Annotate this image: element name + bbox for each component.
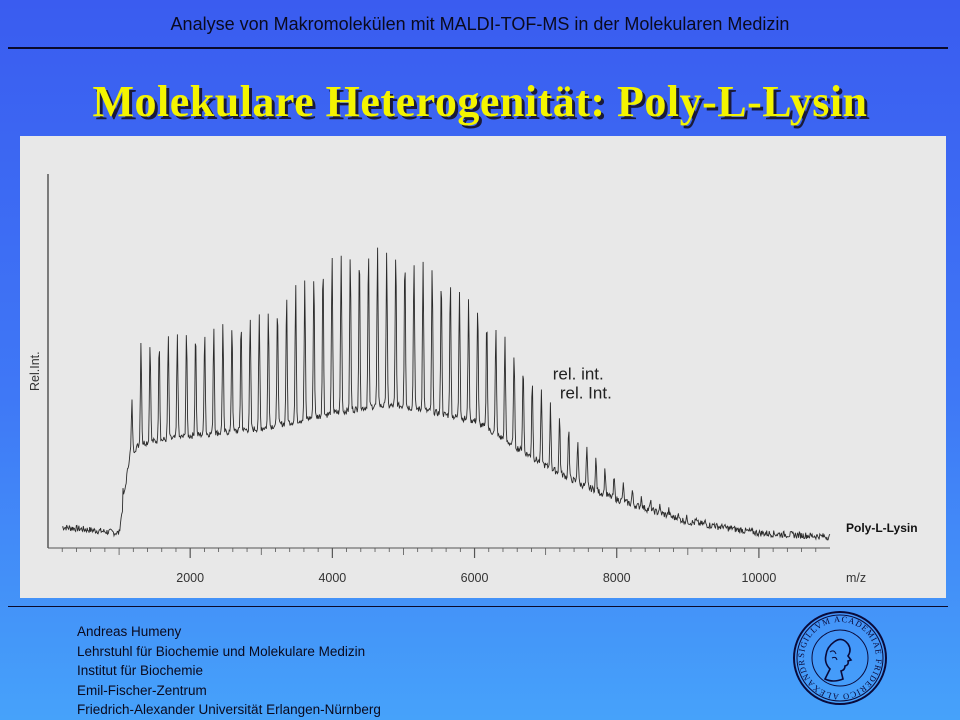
chart-axes xyxy=(47,174,830,558)
x-tick-label: 10000 xyxy=(742,571,777,585)
header-title: Analyse von Makromolekülen mit MALDI-TOF… xyxy=(170,14,790,34)
author-name: Andreas Humeny xyxy=(77,624,182,639)
department-line: Lehrstuhl für Biochemie und Molekulare M… xyxy=(77,643,366,659)
center-line: Emil-Fischer-Zentrum xyxy=(77,682,207,698)
annotation-2: rel. Int. xyxy=(560,383,612,402)
spectrum-chart: 2000 4000 6000 8000 10000 m/z Rel.Int. Poly-L-L… xyxy=(28,174,918,585)
chart-labels: 2000 4000 6000 8000 10000 m/z Rel.Int. Poly-L-L… xyxy=(28,351,918,585)
x-tick-label: 8000 xyxy=(603,571,631,585)
slide-title: Molekulare Heterogenität: Poly-L-Lysin xyxy=(92,77,868,126)
x-axis-label: m/z xyxy=(846,571,866,585)
series-label: Poly-L-Lysin xyxy=(846,521,918,535)
spectrum-line xyxy=(61,247,831,541)
header-rule xyxy=(8,47,948,49)
x-tick-label: 6000 xyxy=(461,571,489,585)
y-axis-label: Rel.Int. xyxy=(28,351,42,391)
university-seal-icon: SIGILLVM ACADEMIAE FRIDERICO ALEXANDRINA… xyxy=(790,608,887,705)
footer-rule xyxy=(8,606,948,607)
x-tick-label: 4000 xyxy=(318,571,346,585)
spectrum-trace xyxy=(61,247,831,541)
annotation-1: rel. int. xyxy=(553,365,604,384)
university-line: Friedrich-Alexander Universität Erlangen… xyxy=(77,702,381,717)
institute-line: Institut für Biochemie xyxy=(77,663,204,678)
author-block: Andreas Humeny Lehrstuhl für Biochemie u… xyxy=(77,622,381,720)
chart-panel: 2000 4000 6000 8000 10000 m/z Rel.Int. Poly-L-L… xyxy=(20,136,946,598)
x-tick-label: 2000 xyxy=(176,571,204,585)
